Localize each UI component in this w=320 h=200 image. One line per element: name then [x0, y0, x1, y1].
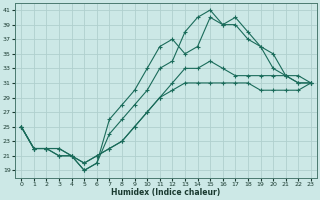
X-axis label: Humidex (Indice chaleur): Humidex (Indice chaleur) [111, 188, 221, 197]
